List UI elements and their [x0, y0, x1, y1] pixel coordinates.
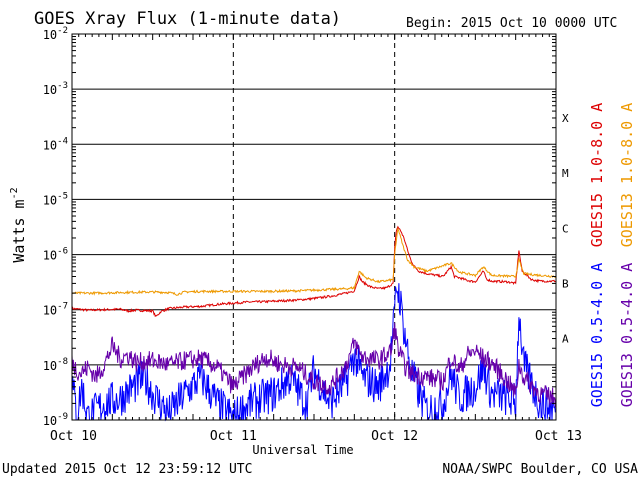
series-lines [71, 225, 557, 422]
chart-title: GOES Xray Flux (1-minute data) [34, 9, 341, 29]
y-tick-label: 10-4 [43, 136, 68, 152]
flare-class-label: C [562, 222, 569, 235]
y-tick-label: 10-2 [43, 26, 68, 42]
x-tick-label: Oct 11 [210, 429, 257, 444]
series-line [71, 225, 557, 318]
y-tick-label: 10-7 [43, 302, 68, 318]
y-axis-label: Watts m-2 [9, 187, 28, 262]
y-axis-label-base: Watts m [10, 199, 28, 262]
y-tick-label: 10-5 [43, 191, 68, 207]
series-line [71, 227, 557, 296]
series-line [71, 283, 557, 422]
x-tick-label: Oct 12 [371, 429, 418, 444]
y-axis-label-exp: -2 [9, 187, 20, 199]
grid [72, 33, 556, 421]
begin-label: Begin: 2015 Oct 10 0000 UTC [406, 16, 617, 31]
legend-entry: GOES13 1.0-8.0 A [618, 103, 636, 248]
flare-class-label: A [562, 333, 569, 346]
y-tick-label: 10-3 [43, 81, 68, 97]
flare-class-label: B [562, 277, 569, 290]
y-tick-label: 10-6 [43, 247, 68, 263]
flare-class-label: M [562, 167, 569, 180]
y-tick-label: 10-9 [43, 412, 68, 428]
svg-text:Watts m-2: Watts m-2 [9, 187, 28, 262]
noaa-credit: NOAA/SWPC Boulder, CO USA [442, 462, 638, 477]
y-tick-label: 10-8 [43, 357, 68, 373]
x-axis-label: Universal Time [252, 443, 353, 457]
legend-entry: GOES15 1.0-8.0 A [588, 103, 606, 248]
updated-timestamp: Updated 2015 Oct 12 23:59:12 UTC [2, 462, 252, 477]
x-tick-label: Oct 10 [50, 429, 97, 444]
legend-entry: GOES13 0.5-4.0 A [618, 263, 636, 408]
axes [71, 33, 557, 421]
series-line [71, 322, 557, 408]
labels: 10-9 10-8 10-7 10-6 10-5 10-4 10-3 10-2 Oct 10 Oc… [43, 26, 636, 444]
flare-class-label: X [562, 112, 569, 125]
plot-frame [71, 33, 557, 421]
legend-entry: GOES15 0.5-4.0 A [588, 263, 606, 408]
x-tick-label: Oct 13 [535, 429, 582, 444]
